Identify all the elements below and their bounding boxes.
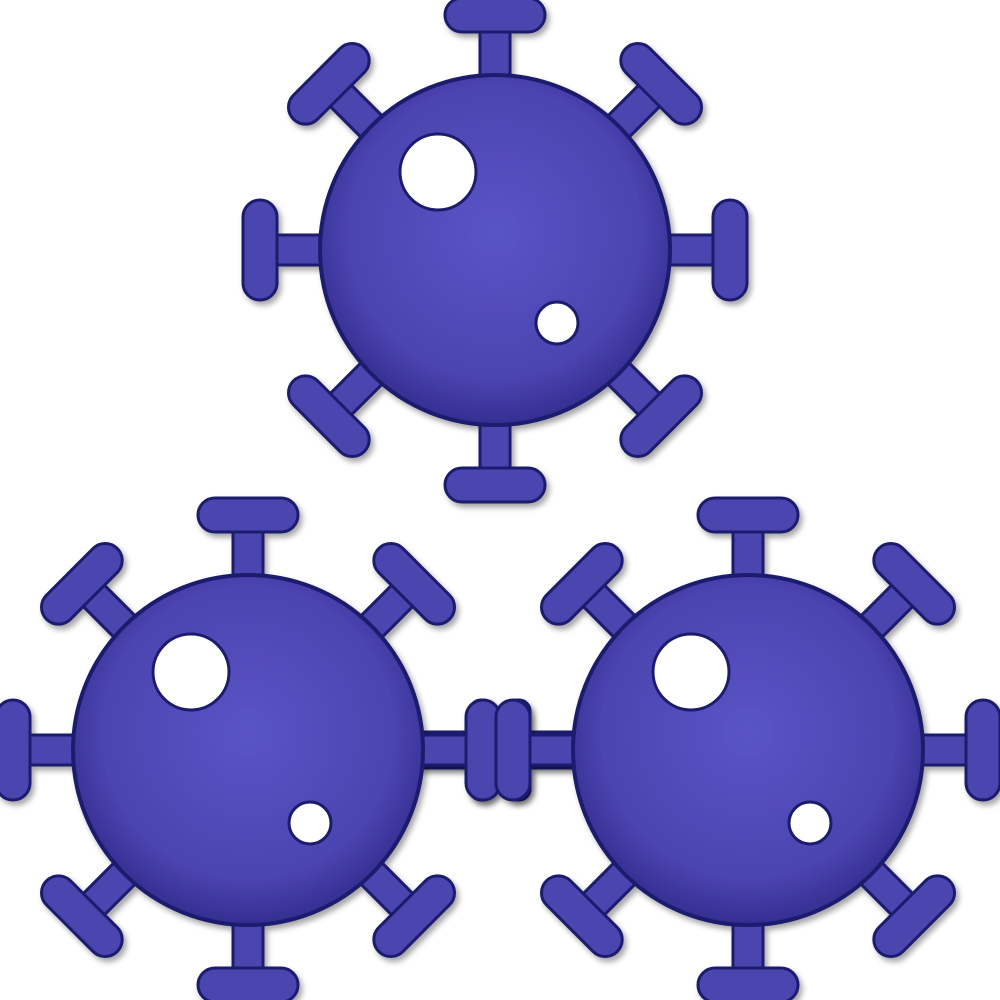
virus-bottom-right-icon: [494, 496, 1000, 1000]
large-hole: [151, 632, 231, 712]
small-hole: [287, 800, 333, 846]
small-hole: [787, 800, 833, 846]
virus-body: [571, 573, 925, 927]
spike: [494, 698, 595, 802]
virus-body: [71, 573, 425, 927]
large-hole: [398, 132, 478, 212]
virus-top-icon: [241, 0, 749, 504]
virus-bottom-left-icon: [0, 496, 502, 1000]
small-hole: [534, 300, 580, 346]
virus-body: [318, 73, 672, 427]
spike: [196, 496, 300, 597]
large-hole: [651, 632, 731, 712]
